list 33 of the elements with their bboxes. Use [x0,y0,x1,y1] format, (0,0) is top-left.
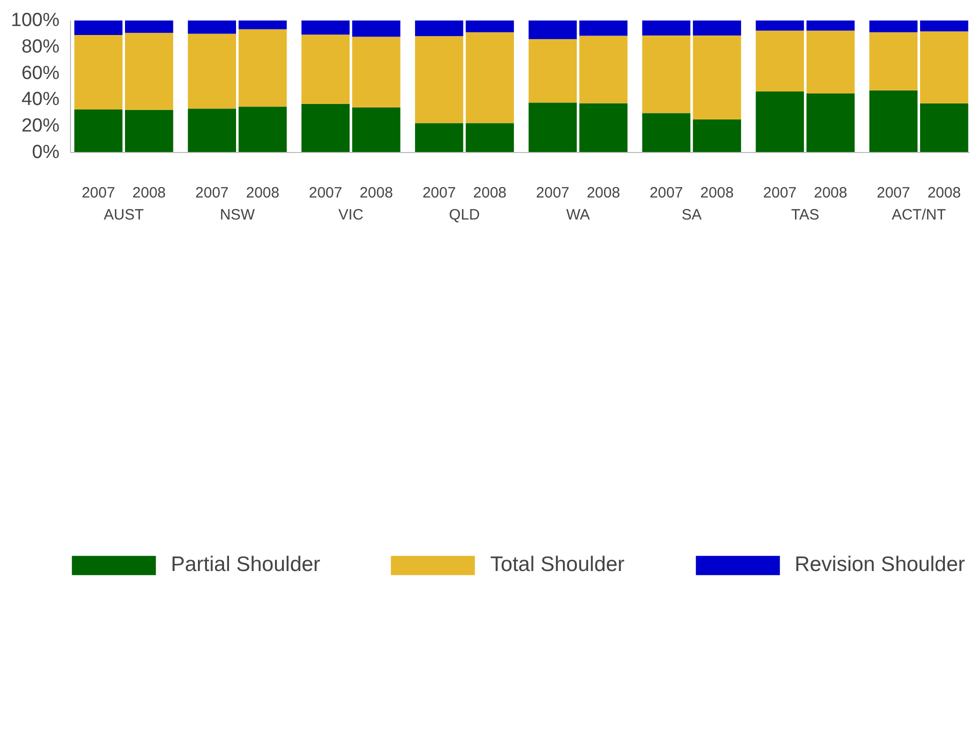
text: SA [682,206,702,224]
y-tick-label: 80% [21,36,60,58]
text: TAS [791,206,820,224]
legend-label: Partial Shoulder [170,552,320,577]
text: NSW [220,206,256,224]
x-tick-label: 2007 [82,184,116,202]
x-tick-label: 2008 [700,184,734,202]
x-tick-label: 2008 [473,184,507,202]
text: ACT/NT [892,206,946,224]
x-tick-label: 2007 [422,184,456,202]
x-tick-label: 2008 [132,184,166,202]
text: QLD [449,206,480,224]
y-tick-label: 60% [21,62,60,84]
text: WA [566,206,590,224]
x-tick-label: 2007 [308,184,342,202]
x-tick-label: 2007 [536,184,570,202]
y-tick-label: 0% [32,142,60,163]
y-tick-label: 20% [21,116,60,137]
y-tick-label: 100% [10,10,60,31]
x-tick-label: 2008 [814,184,848,202]
x-tick-label: 2008 [360,184,393,202]
y-tick-label: 40% [21,89,60,110]
x-tick-label: 2008 [927,184,961,202]
text: AUST [104,206,144,224]
x-tick-label: 2008 [246,184,280,202]
x-tick-label: 2008 [586,184,620,202]
text: VIC [338,206,364,224]
x-tick-label: 2007 [763,184,797,202]
x-tick-label: 2007 [195,184,229,202]
x-tick-label: 2007 [876,184,910,202]
legend-label: Total Shoulder [490,552,625,577]
x-tick-label: 2007 [650,184,683,202]
legend-label: Revision Shoulder [794,552,965,577]
